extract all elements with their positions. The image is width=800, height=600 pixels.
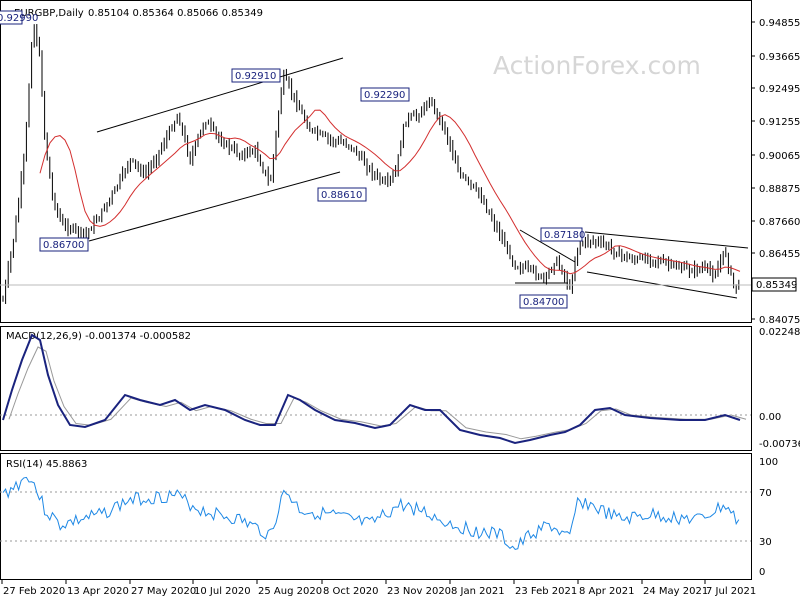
symbol-label: EURGBP,Daily [14, 8, 84, 19]
rsi-tick-label: 100 [759, 457, 778, 468]
rsi-line [2, 476, 740, 550]
rsi-panel [0, 453, 752, 580]
trend-lines [88, 57, 749, 299]
current-price-box [751, 277, 797, 292]
annotation-label: 0.88610 [321, 190, 362, 201]
price-tick-label: 0.94855 [759, 18, 800, 29]
macd-signal-line [8, 346, 747, 440]
trend-line [96, 57, 344, 133]
annotation-box [39, 237, 89, 252]
macd-tick-label: 0.00 [759, 412, 781, 423]
time-tick-label: 27 May 2020 [131, 586, 196, 597]
time-tick-label: 8 Apr 2021 [579, 586, 634, 597]
macd-tick-label: -0.00736 [759, 439, 800, 450]
trend-line [584, 231, 749, 249]
moving-average-line [39, 109, 741, 275]
annotation-box [360, 87, 410, 102]
time-tick-label: 10 Jul 2020 [194, 586, 251, 597]
price-tick-label: 0.84075 [759, 315, 800, 326]
price-annotations: 0.92910 0.92290 0.88610 0.86700 0.87180 0.847… [0, 10, 585, 309]
time-tick-label: 25 Aug 2020 [258, 586, 322, 597]
annotation-box [0, 10, 23, 25]
price-tick-label: 0.93665 [759, 52, 800, 63]
macd-axis: 0.022482 0.00 -0.00736 [759, 327, 800, 450]
price-tick-label: 0.90065 [759, 151, 800, 162]
trend-line [88, 171, 341, 242]
rsi-tick-label: 30 [759, 537, 772, 548]
price-tick-label: 0.86455 [759, 249, 800, 260]
macd-tick-label: 0.022482 [759, 327, 800, 338]
time-tick-label: 13 Apr 2020 [67, 586, 129, 597]
annotation-box [540, 227, 583, 242]
watermark: ActionForex.com [493, 51, 701, 80]
macd-line [2, 333, 741, 445]
price-tick-label: 0.87660 [759, 217, 800, 228]
time-tick-label: 23 Nov 2020 [387, 586, 451, 597]
annotation-label: 0.92910 [235, 71, 276, 82]
annotation-label: 0.86700 [43, 240, 84, 251]
annotation-box [317, 187, 367, 202]
time-tick-label: 8 Jan 2021 [451, 586, 505, 597]
time-tick-label: 23 Feb 2021 [515, 586, 577, 597]
rsi-axis: 100 70 30 0 [759, 457, 778, 578]
time-tick-label: 7 Jul 2021 [706, 586, 756, 597]
time-tick-label: 24 May 2021 [643, 586, 708, 597]
rsi-title: RSI(14) 45.8863 [6, 459, 87, 470]
rsi-tick-label: 0 [759, 567, 765, 578]
macd-title: MACD(12,26,9) -0.001374 -0.000582 [6, 331, 191, 342]
price-tick-label: 0.92495 [759, 84, 800, 95]
annotation-label: 0.92290 [364, 90, 405, 101]
annotation-box [231, 68, 281, 83]
ohlc-values: 0.85104 0.85364 0.85066 0.85349 [88, 8, 263, 19]
annotation-box [519, 294, 568, 309]
price-panel [0, 0, 752, 323]
annotation-label: 0.87180 [544, 230, 585, 241]
macd-panel [0, 326, 752, 451]
price-axis: 0.94855 0.93665 0.92495 0.91255 0.90065 0.888… [751, 18, 800, 326]
price-tick-label: 0.91255 [759, 117, 800, 128]
trend-line [519, 229, 576, 263]
current-price-label: 0.85349 [756, 280, 797, 291]
annotation-label: 0.92990 [0, 13, 38, 24]
candlesticks [2, 24, 740, 304]
annotation-label: 0.84700 [523, 297, 564, 308]
price-tick-label: 0.88875 [759, 184, 800, 195]
current-price-tag: 0.85349 [751, 277, 797, 292]
rsi-tick-label: 70 [759, 488, 772, 499]
time-tick-label: 27 Feb 2020 [3, 586, 65, 597]
time-tick-label: 8 Oct 2020 [323, 586, 378, 597]
